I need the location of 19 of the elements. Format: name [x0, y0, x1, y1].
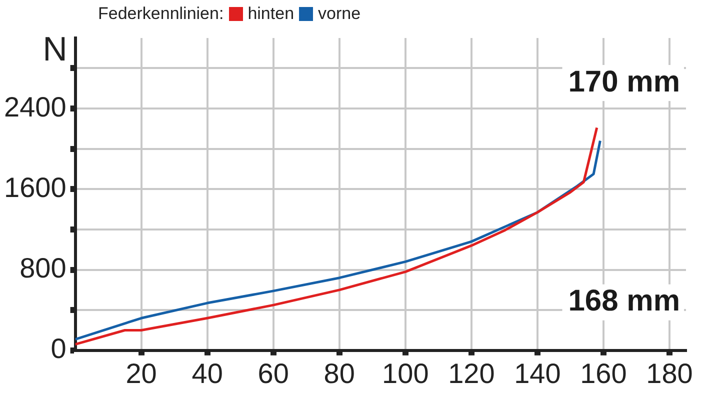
x-tick-label: 60: [258, 358, 289, 389]
x-tick-label: 160: [580, 358, 627, 389]
y-axis-title: N: [42, 30, 68, 68]
x-tick-label: 180: [646, 358, 693, 389]
x-tick-label: 40: [192, 358, 223, 389]
annotation: 170 mm: [568, 65, 680, 98]
y-tick-label: 2400: [4, 91, 66, 122]
x-tick-label: 140: [514, 358, 561, 389]
x-tick-label: 20: [126, 358, 157, 389]
x-tick-label: 100: [382, 358, 429, 389]
annotation: 168 mm: [568, 284, 680, 318]
x-tick-label: 120: [448, 358, 495, 389]
y-tick-label: 800: [20, 252, 66, 284]
y-tick-label: 0: [50, 333, 66, 364]
x-tick-label: 80: [324, 358, 355, 389]
legend-label: hinten: [248, 4, 294, 24]
y-tick-label: 1600: [4, 172, 66, 203]
legend-label: vorne: [318, 4, 361, 24]
legend-title: Federkennlinien:: [98, 4, 224, 24]
